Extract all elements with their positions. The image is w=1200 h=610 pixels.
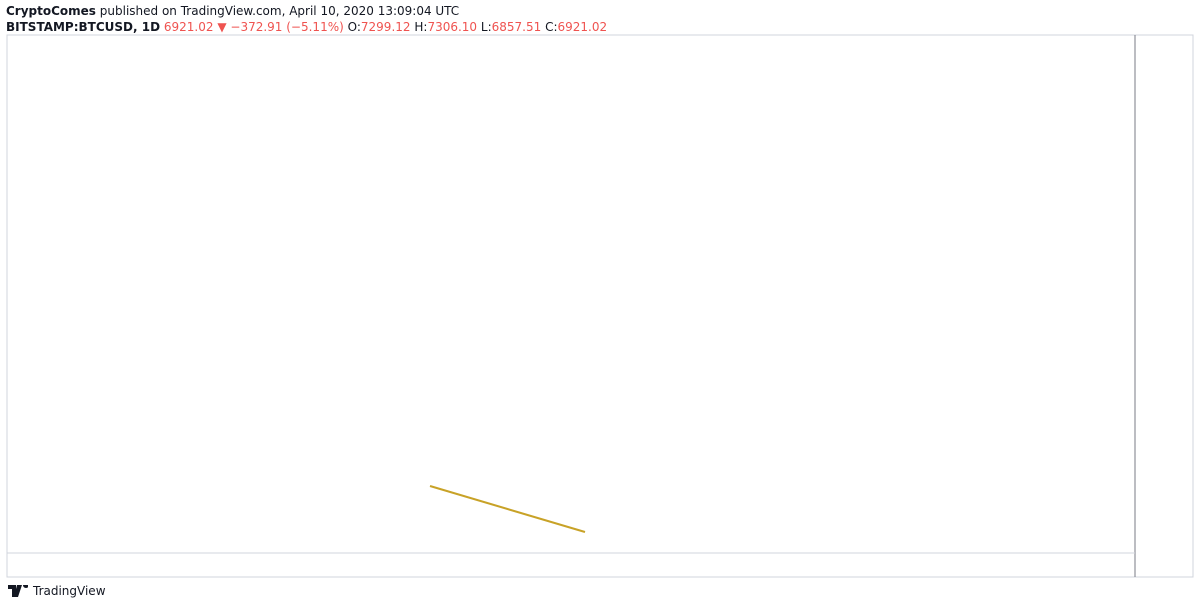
h: 7306.10: [427, 20, 478, 34]
c: 6921.02: [557, 20, 608, 34]
o: 7299.12: [360, 20, 411, 34]
h-label: H:: [414, 20, 428, 34]
author: CryptoComes: [6, 4, 96, 18]
header: CryptoComes published on TradingView.com…: [6, 3, 607, 35]
l-label: L:: [480, 20, 492, 34]
o-label: O:: [347, 20, 361, 34]
c-label: C:: [545, 20, 558, 34]
last: 6921.02: [163, 20, 214, 34]
change: ▼ −372.91 (−5.11%): [217, 20, 344, 34]
trend-line: [429, 485, 586, 533]
symbol-line: BITSTAMP:BTCUSD, 1D 6921.02 ▼ −372.91 (−…: [6, 19, 607, 35]
logo: [8, 585, 28, 597]
l: 6857.51: [491, 20, 542, 34]
brand: TradingView: [33, 584, 106, 598]
published: published on TradingView.com, April 10, …: [99, 4, 460, 18]
publish-line: CryptoComes published on TradingView.com…: [6, 3, 607, 19]
frame: [6, 34, 1194, 578]
footer: TradingView: [8, 584, 106, 598]
symbol: BITSTAMP:BTCUSD, 1D: [6, 20, 161, 34]
